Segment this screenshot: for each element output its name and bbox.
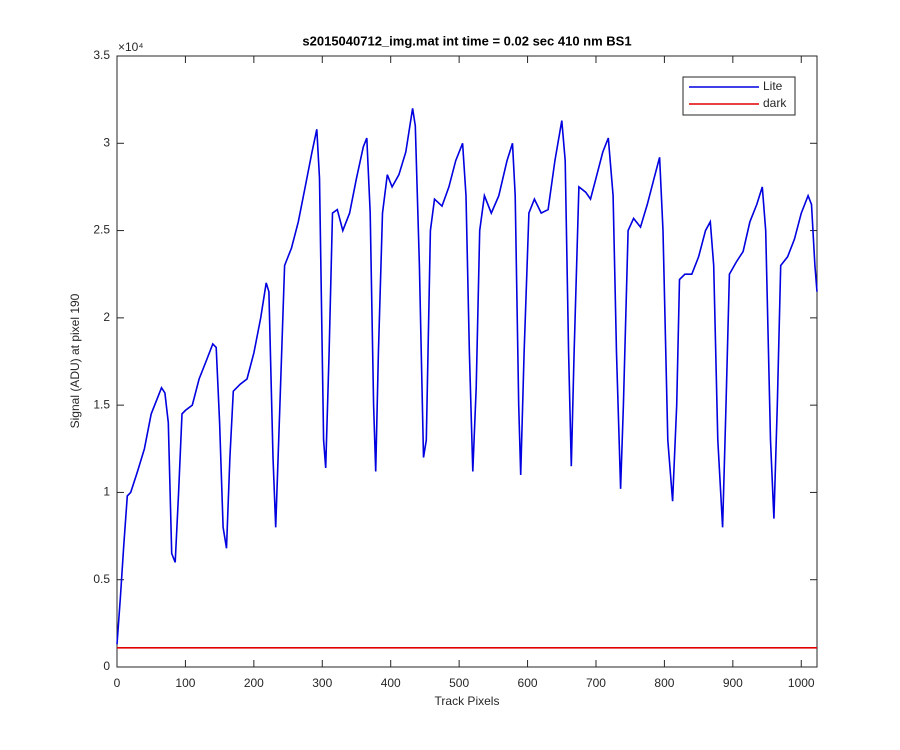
y-axis-label: Signal (ADU) at pixel 190 — [68, 293, 82, 428]
y-tick-label: 2 — [103, 310, 110, 324]
x-tick-label: 300 — [312, 676, 332, 690]
y-tick-label: 3 — [103, 135, 110, 149]
x-tick-label: 400 — [381, 676, 401, 690]
y-tick-label: 1 — [103, 485, 110, 499]
x-tick-label: 1000 — [788, 676, 815, 690]
x-tick-label: 0 — [114, 676, 121, 690]
legend-box — [682, 76, 796, 116]
y-multiplier: ×10⁴ — [118, 40, 144, 54]
line-series — [116, 108, 818, 645]
y-tick-label: 3.5 — [93, 48, 110, 62]
x-tick-label: 200 — [244, 676, 264, 690]
x-axis-label: Track Pixels — [435, 694, 500, 708]
x-tick-label: 800 — [654, 676, 674, 690]
y-tick-label: 2.5 — [93, 223, 110, 237]
y-tick-label: 1.5 — [93, 397, 110, 411]
y-tick-label: 0 — [103, 659, 110, 673]
x-tick-label: 500 — [449, 676, 469, 690]
x-tick-label: 600 — [518, 676, 538, 690]
x-tick-label: 900 — [723, 676, 743, 690]
legend-label: dark — [763, 96, 787, 110]
chart-title: s2015040712_img.mat int time = 0.02 sec … — [302, 33, 631, 48]
plot-area — [116, 55, 818, 668]
x-tick-label: 700 — [586, 676, 606, 690]
y-tick-label: 0.5 — [93, 572, 110, 586]
legend-label: Lite — [763, 79, 783, 93]
x-tick-label: 100 — [175, 676, 195, 690]
